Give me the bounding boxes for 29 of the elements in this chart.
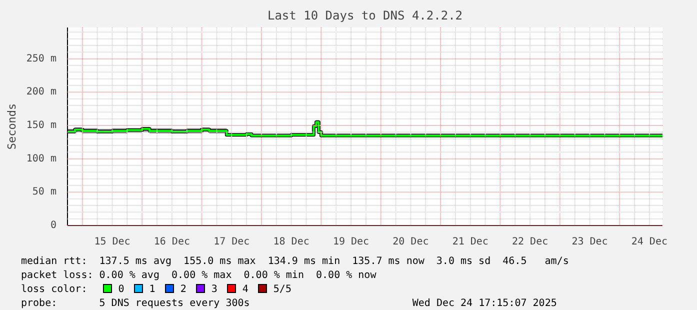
- chart-title: Last 10 Days to DNS 4.2.2.2: [267, 8, 463, 22]
- y-axis-title: Seconds: [5, 103, 18, 150]
- x-tick-label: 21 Dec: [452, 236, 488, 248]
- legend-label: 1: [149, 284, 156, 295]
- x-tick-label: 23 Dec: [572, 236, 608, 248]
- legend-label: 5/5: [273, 284, 292, 295]
- x-tick-label: 24 Dec: [631, 236, 668, 248]
- legend-label: 0: [118, 284, 124, 295]
- x-tick-label: 18 Dec: [273, 236, 310, 248]
- x-tick-label: 19 Dec: [332, 236, 370, 248]
- y-tick-label: 200 m: [26, 86, 57, 98]
- legend-title: loss color:: [21, 284, 88, 295]
- text: median rtt: 137.5 ms avg 155.0 ms max 134.9 ms min 135.7 ms now 3.0 ms sd 46.5 am/s: [21, 255, 569, 269]
- y-tick-label: 0: [50, 220, 57, 231]
- legend-label: 3: [211, 284, 218, 295]
- x-tick-label: 16 Dec: [154, 236, 190, 248]
- x-tick-label: 17 Dec: [214, 236, 250, 248]
- x-tick-label: 20 Dec: [392, 236, 429, 248]
- x-tick-label: 15 Dec: [94, 236, 130, 248]
- text: probe: 5 DNS requests every 300s: [21, 298, 250, 309]
- x-tick-label: 22 Dec: [512, 236, 548, 248]
- y-tick-label: 100 m: [26, 153, 57, 164]
- text: Wed Dec 24 17:15:07 2025: [412, 297, 557, 310]
- y-tick-label: 50 m: [32, 186, 57, 198]
- y-tick-label: 250 m: [26, 53, 57, 64]
- y-tick-label: 150 m: [26, 120, 57, 131]
- text: packet loss: 0.00 % avg 0.00 % max 0.00 % min 0.00 % now: [21, 269, 378, 283]
- legend-label: 2: [180, 284, 186, 295]
- legend-label: 4: [242, 284, 248, 295]
